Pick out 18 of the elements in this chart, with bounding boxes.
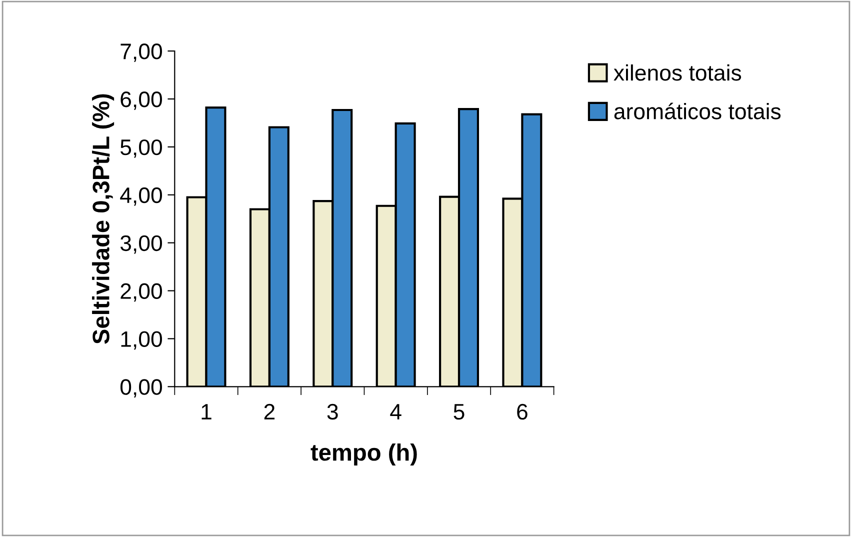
x-tick-label: 5	[454, 404, 464, 420]
y-tick-label: 1,00	[121, 331, 162, 350]
legend-label: xilenos totais	[614, 64, 742, 81]
x-tick-label: 6	[517, 404, 528, 420]
x-tick-label: 2	[264, 404, 275, 420]
y-tick-label: 4,00	[120, 187, 162, 206]
y-tick-label: 5,00	[120, 139, 162, 158]
y-tick-label: 7,00	[120, 44, 162, 62]
y-tick-label: 0,00	[120, 379, 162, 398]
x-tick-label: 3	[327, 404, 338, 420]
y-tick-label: 2,00	[120, 283, 162, 302]
y-tick-label: 3,00	[120, 235, 162, 254]
legend-label: aromáticos totais	[614, 102, 781, 120]
y-axis-title: Seltividade 0,3Pt/L (%)	[92, 94, 114, 344]
x-tick-label: 4	[390, 404, 402, 420]
y-tick-label: 6,00	[120, 91, 162, 110]
x-axis-title: tempo (h)	[310, 443, 417, 466]
x-tick-label: 1	[202, 404, 212, 420]
